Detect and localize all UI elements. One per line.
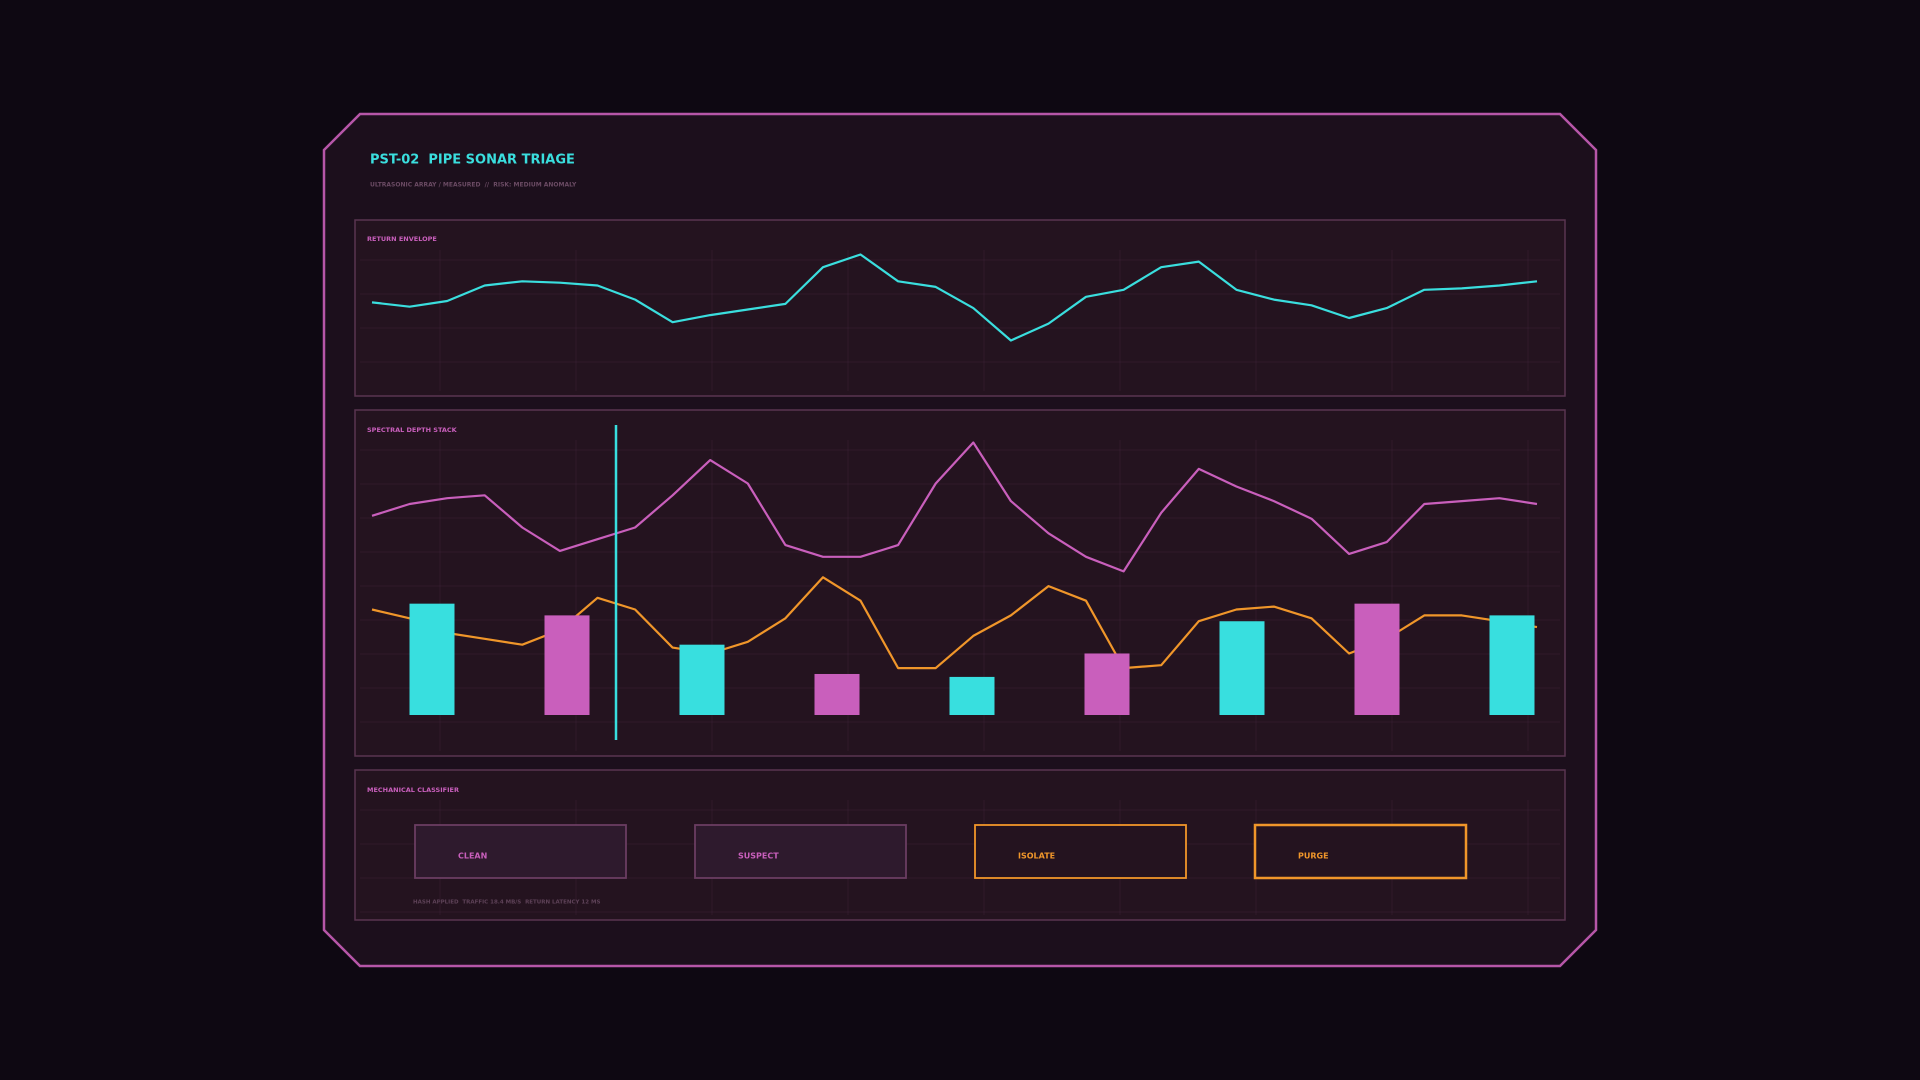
bar xyxy=(814,673,860,715)
button[interactable]: PURGE xyxy=(1253,823,1468,880)
button-box xyxy=(694,824,907,879)
panel-label: SPECTRAL DEPTH STACK xyxy=(367,426,458,434)
button[interactable]: CLEAN xyxy=(414,824,627,879)
bar xyxy=(949,676,995,715)
button-box xyxy=(974,824,1187,879)
bar xyxy=(679,644,725,715)
bar xyxy=(409,603,455,715)
button[interactable]: SUSPECT xyxy=(694,824,907,879)
bar xyxy=(1219,621,1265,715)
line-series xyxy=(371,441,1538,573)
button-box xyxy=(414,824,627,879)
panel-label: MECHANICAL CLASSIFIER xyxy=(367,786,459,794)
button-label: ISOLATE xyxy=(1018,852,1055,861)
envelope-panel xyxy=(354,219,1566,397)
bar xyxy=(1489,615,1535,715)
panel-label: RETURN ENVELOPE xyxy=(367,235,437,243)
button-label: PURGE xyxy=(1298,852,1329,861)
bar xyxy=(1354,603,1400,715)
button-box xyxy=(1253,823,1468,880)
subtitle: ULTRASONIC ARRAY / MEASURED // RISK: MED… xyxy=(370,182,577,189)
line-series xyxy=(371,253,1538,342)
button-label: SUSPECT xyxy=(738,852,779,861)
bar xyxy=(544,615,590,715)
title: PST-02 PIPE SONAR TRIAGE xyxy=(370,153,575,168)
footer: HASH APPLIED TRAFFIC 18.4 MB/S RETURN LA… xyxy=(413,900,600,906)
button[interactable]: ISOLATE xyxy=(974,824,1187,879)
bar xyxy=(1084,653,1130,715)
button-label: CLEAN xyxy=(458,852,487,861)
